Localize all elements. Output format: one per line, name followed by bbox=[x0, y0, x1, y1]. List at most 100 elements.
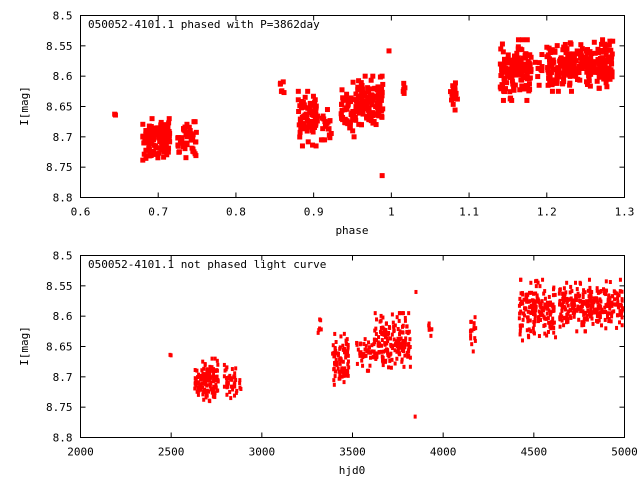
unphased-data-point bbox=[358, 353, 362, 358]
phased-data-point bbox=[182, 128, 188, 134]
unphased-data-point bbox=[589, 305, 593, 310]
unphased-data-point bbox=[620, 298, 624, 303]
unphased-data-point bbox=[554, 335, 558, 340]
phased-data-point bbox=[535, 65, 541, 71]
phased-data-point bbox=[596, 74, 602, 80]
phased-data-point bbox=[507, 89, 513, 95]
phased-data-point bbox=[590, 69, 596, 75]
unphased-data-point bbox=[377, 350, 381, 355]
phased-data-point bbox=[162, 137, 168, 143]
phased-data-point bbox=[517, 87, 523, 93]
unphased-data-point bbox=[212, 372, 216, 377]
unphased-data-point bbox=[569, 284, 573, 289]
unphased-data-point bbox=[223, 368, 227, 373]
unphased-data-point bbox=[564, 290, 568, 295]
unphased-data-point bbox=[386, 339, 390, 344]
unphased-data-point bbox=[537, 334, 541, 339]
phased-data-point bbox=[507, 70, 513, 76]
unphased-data-point bbox=[203, 387, 207, 392]
phased-plot-frame bbox=[80, 15, 625, 198]
unphased-data-point bbox=[391, 320, 395, 325]
unphased-data-point bbox=[239, 386, 243, 391]
unphased-data-point bbox=[566, 317, 570, 322]
unphased-data-point bbox=[400, 357, 404, 362]
phased-data-point bbox=[162, 125, 168, 131]
unphased-data-point bbox=[619, 303, 623, 308]
phased-data-point bbox=[308, 123, 314, 129]
phased-data-point bbox=[592, 66, 598, 72]
unphased-data-point bbox=[380, 338, 384, 343]
unphased-data-point bbox=[368, 363, 372, 368]
unphased-data-point bbox=[470, 342, 474, 347]
unphased-data-point bbox=[370, 349, 374, 354]
phased-data-point bbox=[499, 70, 505, 76]
phased-data-point bbox=[300, 99, 306, 105]
phased-data-point bbox=[146, 123, 152, 129]
unphased-data-point bbox=[198, 385, 202, 390]
phased-data-point bbox=[184, 121, 190, 127]
phased-data-point bbox=[313, 121, 319, 127]
phased-data-point bbox=[573, 73, 579, 79]
unphased-data-point bbox=[358, 342, 362, 347]
unphased-data-point bbox=[373, 340, 377, 345]
unphased-data-point bbox=[344, 355, 348, 360]
unphased-data-point bbox=[393, 323, 397, 328]
phased-data-point bbox=[523, 51, 529, 57]
phased-data-point bbox=[605, 71, 611, 77]
phased-data-point bbox=[326, 126, 332, 132]
phased-data-point bbox=[524, 97, 530, 103]
phased-data-point bbox=[600, 48, 606, 54]
unphased-y-tick-label: 8.7 bbox=[53, 371, 73, 384]
phased-data-point bbox=[576, 70, 582, 76]
phased-data-point bbox=[584, 47, 590, 53]
unphased-data-point bbox=[597, 306, 601, 311]
phased-data-point bbox=[578, 42, 584, 48]
unphased-data-point bbox=[581, 309, 585, 314]
unphased-data-point bbox=[543, 331, 547, 336]
unphased-data-point bbox=[562, 286, 566, 291]
unphased-data-point bbox=[381, 315, 385, 320]
unphased-data-point bbox=[373, 328, 377, 333]
unphased-data-point bbox=[608, 306, 612, 311]
unphased-data-point bbox=[346, 359, 350, 364]
unphased-data-point bbox=[605, 288, 609, 293]
unphased-data-point bbox=[562, 315, 566, 320]
phased-data-point bbox=[523, 55, 529, 61]
phased-data-point bbox=[193, 129, 199, 135]
phased-data-point bbox=[526, 81, 532, 87]
unphased-y-tick-label: 8.55 bbox=[46, 280, 73, 293]
unphased-data-point bbox=[620, 315, 624, 320]
unphased-data-point bbox=[518, 296, 522, 301]
unphased-data-point bbox=[603, 317, 607, 322]
phased-data-point bbox=[566, 67, 572, 73]
phased-title: 050052-4101.1 phased with P=3862day bbox=[88, 18, 320, 31]
phased-data-point bbox=[550, 66, 556, 72]
unphased-data-point bbox=[214, 385, 218, 390]
unphased-data-point bbox=[530, 290, 534, 295]
unphased-data-point bbox=[337, 376, 341, 381]
unphased-data-point bbox=[469, 336, 473, 341]
unphased-data-point bbox=[369, 355, 373, 360]
phased-data-point bbox=[369, 86, 375, 92]
unphased-data-point bbox=[547, 294, 551, 299]
unphased-data-point bbox=[472, 327, 476, 332]
unphased-data-point bbox=[195, 389, 199, 394]
phased-data-point bbox=[350, 116, 356, 122]
unphased-data-point bbox=[604, 326, 608, 331]
phased-data-point bbox=[347, 119, 353, 125]
unphased-data-point bbox=[518, 332, 522, 337]
phased-data-point bbox=[295, 97, 301, 103]
unphased-data-point bbox=[408, 337, 412, 342]
unphased-data-point bbox=[201, 385, 205, 390]
phased-data-point bbox=[350, 128, 356, 134]
unphased-data-point bbox=[528, 305, 532, 310]
unphased-data-points bbox=[168, 277, 625, 419]
phased-data-point bbox=[555, 65, 561, 71]
unphased-data-point bbox=[379, 325, 383, 330]
unphased-data-point bbox=[384, 333, 388, 338]
unphased-data-point bbox=[602, 291, 606, 296]
unphased-data-point bbox=[538, 284, 542, 289]
unphased-data-point bbox=[396, 327, 400, 332]
unphased-data-point bbox=[521, 301, 525, 306]
unphased-data-point bbox=[234, 390, 238, 395]
